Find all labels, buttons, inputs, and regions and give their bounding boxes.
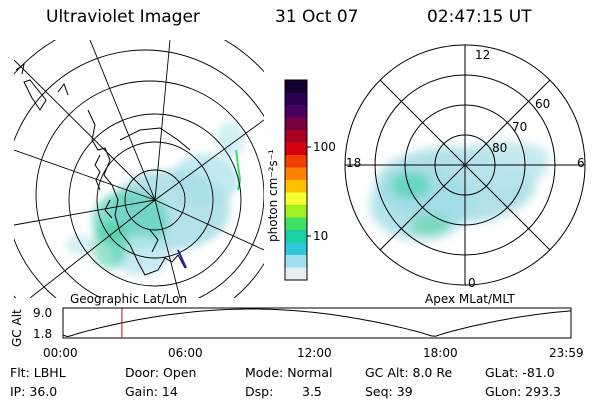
colorbar-swatch [285, 267, 307, 281]
mode-info: Mode: Normal [245, 365, 333, 380]
mlt-label-6: 6 [577, 156, 585, 170]
alt-ytick-9: 9.0 [33, 306, 53, 320]
colorbar-swatch [285, 130, 307, 143]
alt-ytick-1-8: 1.8 [33, 327, 53, 341]
gc-alt-info: GC Alt: 8.0 Re [365, 365, 453, 380]
alt-xtick-18: 18:00 [423, 346, 458, 360]
aurora-arc-edge [235, 149, 242, 191]
colorbar-swatch [285, 205, 307, 218]
colorbar-swatch [285, 142, 307, 156]
altitude-timeline [62, 307, 572, 339]
dsp-value: 3.5 [302, 384, 322, 399]
dsp-label: Dsp: [245, 384, 274, 399]
colorbar-swatch [285, 80, 307, 93]
alt-xtick-12: 12:00 [297, 346, 332, 360]
mlat-label-60: 60 [535, 97, 551, 111]
right-map-caption: Apex MLat/MLT [425, 292, 515, 306]
colorbar-swatch [285, 105, 307, 118]
mlt-label-0: 0 [468, 276, 476, 290]
left-map-caption: Geographic Lat/Lon [70, 292, 188, 306]
mlt-meridians [345, 45, 585, 285]
date-label: 31 Oct 07 [275, 7, 359, 27]
colorbar-swatch [285, 255, 307, 268]
colorbar-swatch [285, 217, 307, 231]
colorbar-tick-10: 10 [313, 229, 329, 243]
colorbar-tick-100: 100 [313, 140, 336, 154]
mlat-label-80: 80 [492, 141, 508, 155]
glon-info: GLon: 293.3 [485, 384, 561, 399]
aurora-emission-left [66, 122, 244, 275]
instrument-title: Ultraviolet Imager [46, 7, 200, 27]
mlt-label-18: 18 [346, 156, 362, 170]
altitude-curve [62, 308, 572, 338]
colorbar-swatch [285, 155, 307, 168]
colorbar-swatch [285, 92, 307, 106]
coastlines [15, 62, 191, 276]
colorbar-swatch [285, 167, 307, 181]
mlat-label-70: 70 [512, 120, 528, 134]
alt-xtick-6: 06:00 [168, 346, 203, 360]
colorbar-swatch [285, 242, 307, 256]
colorbar-swatch [285, 230, 307, 243]
mlt-label-12: 12 [475, 48, 491, 62]
colorbar-swatch [285, 180, 307, 193]
alt-xtick-2359: 23:59 [549, 346, 584, 360]
door-info: Door: Open [125, 365, 197, 380]
longitude-lines [14, 40, 264, 298]
colorbar [284, 79, 311, 281]
altitude-plot-frame [62, 307, 572, 339]
altitude-ylabel: GC Alt [10, 309, 24, 347]
ip-info: IP: 36.0 [10, 384, 58, 399]
time-label: 02:47:15 UT [427, 7, 532, 27]
latitude-circles [14, 40, 264, 298]
gain-info: Gain: 14 [125, 384, 178, 399]
colorbar-swatch [285, 117, 307, 131]
seq-info: Seq: 39 [365, 384, 413, 399]
glat-info: GLat: -81.0 [485, 365, 555, 380]
alt-xtick-0: 00:00 [43, 346, 78, 360]
colorbar-swatch [285, 192, 307, 206]
colorbar-frame [284, 79, 308, 281]
flt-info: Flt: LBHL [10, 365, 66, 380]
